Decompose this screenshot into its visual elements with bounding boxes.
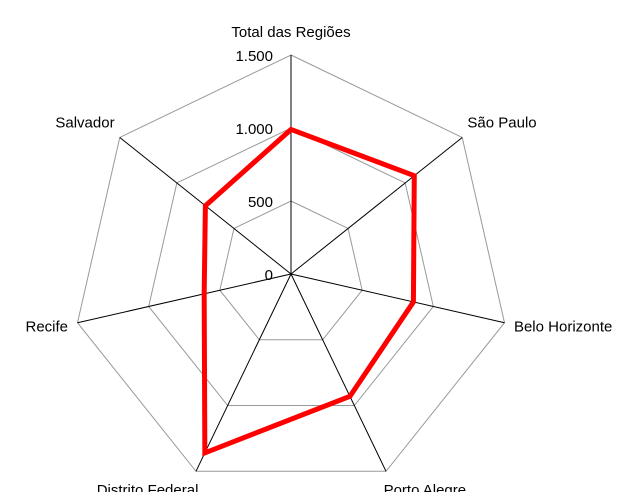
- tick-label: 1.500: [235, 48, 273, 65]
- category-label: Belo Horizonte: [514, 319, 612, 336]
- tick-label: 0: [265, 267, 273, 284]
- grid-ring: [148, 127, 434, 407]
- category-label: Porto Alegre: [384, 482, 467, 492]
- axis-line: [290, 137, 463, 275]
- category-label: Salvador: [55, 115, 114, 132]
- series-line: [201, 126, 417, 457]
- grid-ring: [219, 200, 363, 341]
- axis-line: [77, 273, 292, 324]
- axis-line: [195, 273, 292, 472]
- category-label: Total das Regiões: [231, 24, 350, 41]
- grid-ring: [76, 54, 506, 472]
- axis-line: [290, 273, 387, 472]
- axis-line: [290, 273, 505, 324]
- category-label: São Paulo: [467, 115, 536, 132]
- category-label: Recife: [26, 319, 69, 336]
- category-label: Distrito Federal: [97, 482, 199, 492]
- tick-label: 1.000: [235, 121, 273, 138]
- tick-label: 500: [248, 194, 273, 211]
